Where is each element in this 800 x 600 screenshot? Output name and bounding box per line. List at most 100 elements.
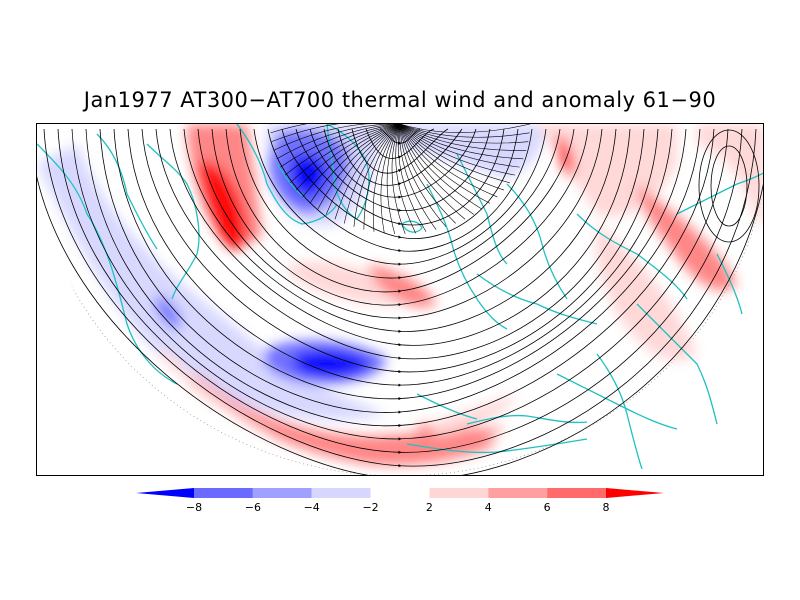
streamline <box>169 128 631 347</box>
streamline <box>343 124 401 224</box>
colorbar-segment <box>136 488 194 498</box>
streamline <box>399 124 505 191</box>
coastline <box>456 153 508 265</box>
streamline <box>399 124 524 160</box>
colorbar-segment <box>370 488 430 498</box>
coastline <box>146 143 200 300</box>
anomaly-region <box>427 394 517 436</box>
colorbar-segment <box>547 488 606 498</box>
colorbar-tick-label: −6 <box>245 501 261 514</box>
streamline <box>271 124 400 142</box>
colorbar-tick-label: −2 <box>362 501 378 514</box>
streamline <box>127 128 673 387</box>
colorbar-tick-label: 8 <box>603 501 610 514</box>
anomaly-region <box>187 374 497 466</box>
streamline <box>99 128 701 414</box>
coastline <box>406 438 588 454</box>
streamline <box>155 128 645 360</box>
colorbar-tick-label: 4 <box>485 501 492 514</box>
anomaly-region <box>556 134 574 179</box>
colorbar: −8 −6 −4 −2 2 4 6 8 <box>136 488 664 514</box>
streamline <box>399 124 530 138</box>
anomaly-region <box>637 184 737 291</box>
streamline <box>386 124 401 234</box>
streamline <box>71 128 729 441</box>
streamline-eddy <box>698 129 760 243</box>
streamline <box>57 128 743 454</box>
streamline <box>289 124 401 184</box>
streamline <box>399 124 447 228</box>
streamline <box>380 124 401 234</box>
anomaly-region <box>293 349 372 378</box>
streamline <box>399 124 466 220</box>
coastline <box>506 183 568 300</box>
streamline <box>37 175 763 475</box>
streamline <box>309 128 491 212</box>
streamline <box>113 128 687 401</box>
anomaly-region <box>155 294 181 329</box>
colorbar-tick-label: 2 <box>426 501 433 514</box>
streamline <box>276 124 400 160</box>
streamline <box>399 124 531 133</box>
streamline <box>295 128 505 226</box>
streamline <box>225 128 575 293</box>
streamline <box>273 124 400 151</box>
streamline-eddy <box>710 145 748 227</box>
colorbar-segment <box>488 488 548 498</box>
streamline <box>399 124 516 176</box>
streamline <box>399 124 491 204</box>
streamline <box>334 124 401 220</box>
streamline <box>399 124 520 168</box>
streamline <box>399 124 498 198</box>
coastline <box>416 393 478 420</box>
coastline <box>236 124 338 225</box>
colorbar-segment <box>429 488 489 498</box>
coastline <box>576 213 688 300</box>
map-panel <box>36 123 764 476</box>
anomaly-region <box>37 144 387 420</box>
hemisphere-mask <box>37 184 763 475</box>
streamline <box>284 124 401 176</box>
colorbar-segment <box>606 488 664 498</box>
streamline <box>323 128 477 199</box>
streamline <box>399 124 437 230</box>
streamline <box>281 128 519 239</box>
streamline <box>353 124 401 227</box>
coastline <box>476 273 598 325</box>
thermal-wind-streamlines <box>37 124 763 475</box>
streamline <box>85 128 715 428</box>
anomaly-region <box>157 349 287 444</box>
coastline <box>636 303 718 425</box>
coastline <box>37 143 178 385</box>
streamline <box>317 124 401 210</box>
streamline <box>399 124 456 224</box>
streamline <box>399 124 529 144</box>
streamline <box>399 124 483 210</box>
coastline <box>466 414 588 425</box>
coastline <box>676 172 763 215</box>
coastlines <box>37 124 763 470</box>
anomaly-region <box>367 264 437 308</box>
coastline <box>556 373 678 430</box>
streamline <box>270 124 400 134</box>
streamline <box>399 124 527 151</box>
streamline <box>391 124 406 235</box>
colorbar-segment <box>194 488 253 498</box>
streamline <box>365 128 435 159</box>
streamline <box>395 124 416 234</box>
streamline <box>239 128 561 280</box>
streamline <box>397 124 427 232</box>
thermal-wind-map <box>37 124 763 475</box>
anomaly-region <box>287 261 417 305</box>
anomaly-region <box>697 124 763 224</box>
streamline <box>267 128 533 253</box>
colorbar-tick-label: 6 <box>544 501 551 514</box>
streamline <box>253 128 547 266</box>
streamline <box>211 128 589 307</box>
anomaly-region <box>595 224 697 361</box>
streamline <box>399 124 475 215</box>
map-title: Jan1977 AT300−AT700 thermal wind and ano… <box>83 88 717 112</box>
colorbar-tick-label: −4 <box>304 501 320 514</box>
colorbar-segment <box>252 488 312 498</box>
streamline <box>325 124 401 215</box>
